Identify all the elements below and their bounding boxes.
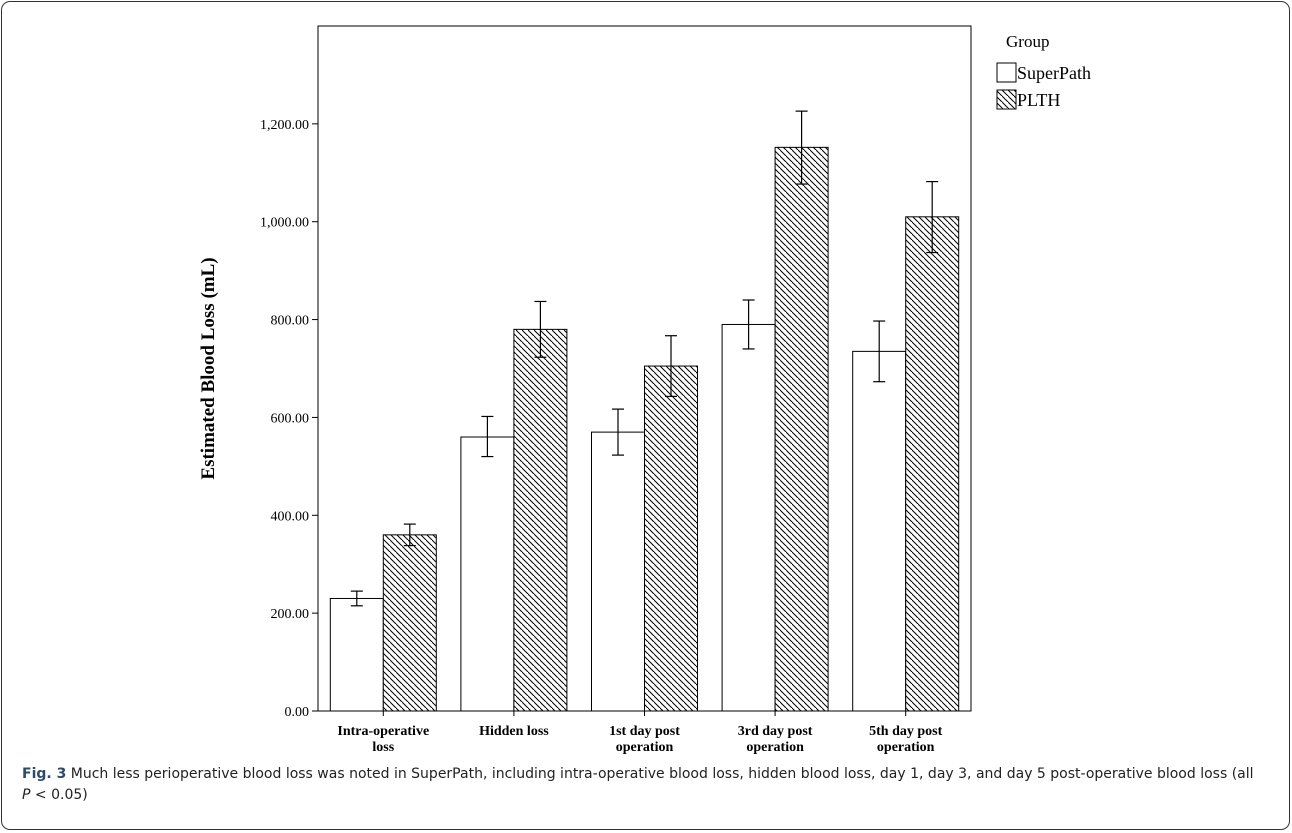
y-tick-label: 600.00 [271,411,310,426]
x-tick-label: loss [372,740,394,755]
bar-plth-3 [644,365,698,712]
x-tick-label: Intra-operative [337,724,429,739]
x-tick-label: operation [616,740,674,755]
caption-p-symbol: P [22,787,31,803]
bar-plth-4 [774,146,829,712]
bar-superpath-5 [852,350,907,712]
y-axis-label: Estimated Blood Loss (mL) [198,257,219,479]
y-tick-label: 0.00 [285,705,310,720]
figure-caption: Fig. 3 Much less perioperative blood los… [22,764,1262,806]
caption-text-end: < 0.05) [30,787,88,803]
x-tick-label: operation [746,740,804,755]
x-tick-label: 3rd day post [738,724,813,739]
caption-text: Much less perioperative blood loss was n… [70,766,1254,782]
figure-label: Fig. 3 [22,766,67,782]
x-tick-label: Hidden loss [479,724,549,739]
x-tick-label: operation [877,740,935,755]
legend-swatch-plth [996,89,1017,110]
legend-label-superpath: SuperPath [1017,63,1091,83]
bar-superpath-4 [721,323,776,712]
bar-superpath-3 [591,431,645,712]
legend-title: Group [1006,32,1049,51]
x-tick-label: 1st day post [609,724,680,739]
y-tick-label: 1,200.00 [260,118,309,133]
legend-label-plth: PLTH [1017,90,1060,110]
bar-chart: 0.00 200.00 400.00 600.00 800.00 1,000.00 1,20… [198,25,1091,755]
y-tick-label: 400.00 [271,509,310,524]
legend-swatch-superpath [996,62,1017,83]
bar-plth-2 [513,328,568,712]
y-tick-label: 1,000.00 [260,216,309,231]
bar-plth-1 [382,534,437,712]
bar-superpath-1 [329,597,384,712]
x-tick-label: 5th day post [869,724,942,739]
y-tick-label: 200.00 [271,607,310,622]
bar-superpath-2 [460,436,515,712]
bar-plth-5 [905,216,960,712]
y-tick-label: 800.00 [271,314,310,329]
